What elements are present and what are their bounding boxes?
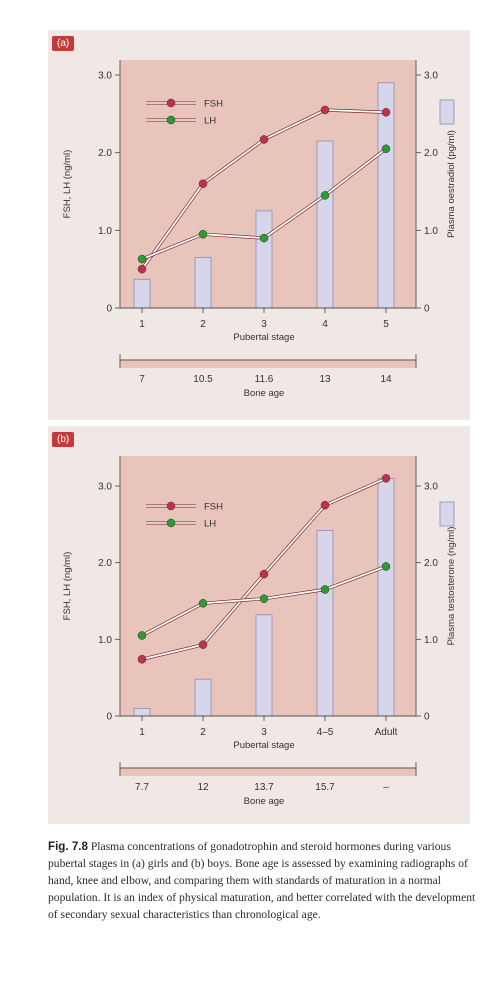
x-tick-label: 2	[200, 727, 206, 738]
point-fsh-1	[137, 264, 147, 274]
point-fsh-5	[381, 474, 391, 483]
legend-label-fsh: FSH	[204, 99, 223, 110]
x-tick-label: 4–5	[317, 727, 334, 738]
point-lh-3	[259, 233, 269, 243]
bone-age-bar	[120, 768, 416, 776]
y-right-tick-label: 2.0	[424, 148, 438, 159]
legend-marker-fsh	[166, 501, 176, 511]
bone-age-title: Bone age	[244, 796, 285, 807]
chart-a: 0 1.0 2.0 3.0 0 1.0 2.0 3.0 1 2 3 4 5 Pubertal stage F…	[62, 60, 457, 399]
y-left-tick-label: 0	[106, 304, 112, 315]
x-tick-label: 3	[261, 727, 267, 738]
x-axis-label: Pubertal stage	[233, 332, 294, 343]
x-tick-label: 1	[139, 727, 145, 738]
point-fsh-4	[320, 500, 330, 510]
y-left-tick-label: 2.0	[98, 558, 112, 569]
x-axis-label: Pubertal stage	[233, 740, 294, 751]
x-tick-label: Adult	[375, 727, 398, 738]
point-fsh-5	[381, 108, 391, 117]
point-lh-5	[381, 562, 391, 571]
caption-text: Plasma concentrations of gonadotrophin a…	[48, 840, 476, 921]
x-tick-label: 4	[322, 319, 328, 330]
y-right-tick-label: 0	[424, 304, 430, 315]
legend-marker-fsh	[166, 98, 176, 108]
point-lh-4	[320, 191, 330, 200]
y-left-axis-label: FSH, LH (ng/ml)	[62, 150, 73, 219]
legend-marker-lh	[166, 518, 176, 528]
y-left-tick-label: 3.0	[98, 71, 112, 82]
y-right-tick-label: 3.0	[424, 71, 438, 82]
chart-b: 01.02.03.001.02.03.01 2 3 4–5 AdultPubertal …	[62, 456, 457, 807]
y-left-tick-label: 2.0	[98, 148, 112, 159]
y-left-tick-label: 3.0	[98, 482, 112, 493]
bone-age-label: 13	[319, 374, 331, 385]
y-right-tick-label: 0	[424, 712, 430, 723]
point-fsh-3	[259, 569, 269, 579]
bar-a-4	[316, 140, 334, 309]
bar-b-3	[255, 614, 273, 717]
bar-a-1	[133, 278, 151, 309]
y-left-tick-label: 1.0	[98, 635, 112, 646]
x-tick-label: 2	[200, 319, 206, 330]
point-lh-2	[198, 599, 208, 608]
caption-label: Fig. 7.8	[48, 840, 88, 853]
point-lh-4	[320, 585, 330, 594]
bar-b-4	[316, 530, 334, 717]
bone-age-label: 12	[197, 782, 209, 793]
legend-bar-icon	[439, 501, 455, 527]
legend-label-lh: LH	[204, 519, 216, 530]
y-left-tick-label: 1.0	[98, 226, 112, 237]
y-right-tick-label: 1.0	[424, 635, 438, 646]
point-lh-2	[198, 229, 208, 239]
point-lh-3	[259, 594, 269, 603]
y-right-tick-label: 1.0	[424, 226, 438, 237]
y-right-tick-label: 3.0	[424, 482, 438, 493]
point-lh-1	[137, 254, 147, 264]
point-fsh-1	[137, 655, 147, 664]
bar-b-5	[377, 477, 395, 717]
figure-caption: Fig. 7.8 Plasma concentrations of gonado…	[48, 838, 478, 923]
bone-age-label: 15.7	[315, 782, 335, 793]
bone-age-label: –	[383, 782, 389, 793]
y-right-axis-label: Plasma oestradiol (pg/ml)	[446, 130, 457, 238]
chart-panel-b: (b) 0 1.0 2.0 3.0 0 1.0 2.0 3.0 1 2 3 4–5 Adult Puber…	[48, 426, 470, 824]
legend-bar-icon	[439, 99, 455, 125]
point-fsh-2	[198, 640, 208, 649]
point-lh-1	[137, 631, 147, 640]
panel-label-b: (b)	[52, 432, 75, 447]
x-tick-label: 5	[383, 319, 389, 330]
point-fsh-3	[259, 135, 269, 144]
y-right-axis-label: Plasma testosterone (ng/ml)	[446, 527, 457, 646]
bar-b-2	[194, 678, 212, 717]
bone-age-label: 13.7	[254, 782, 274, 793]
bar-a-2	[194, 257, 212, 309]
x-tick-label: 3	[261, 319, 267, 330]
bone-age-label: 10.5	[193, 374, 213, 385]
bone-age-label: 7.7	[135, 782, 149, 793]
bar-b-1	[133, 707, 151, 717]
panel-label-a: (a)	[52, 36, 75, 51]
y-left-axis-label: FSH, LH (ng/ml)	[62, 552, 73, 621]
bar-a-3	[255, 210, 273, 309]
x-tick-label: 1	[139, 319, 145, 330]
bone-age-title: Bone age	[244, 388, 285, 399]
y-right-tick-label: 2.0	[424, 558, 438, 569]
bone-age-label: 11.6	[255, 374, 274, 385]
chart-panel-a: (a) 0 1.0 2.0 3.0 0 1.0 2.0 3.0 1 2 3 4 5 Pubertal st…	[48, 30, 470, 420]
bone-age-label: 14	[380, 374, 392, 385]
bar-a-5	[377, 82, 395, 309]
legend-label-fsh: FSH	[204, 502, 223, 513]
point-fsh-2	[198, 179, 208, 188]
bone-age-bar	[120, 360, 416, 368]
legend-marker-lh	[166, 115, 176, 125]
point-lh-5	[381, 144, 391, 154]
bone-age-label: 7	[139, 374, 145, 385]
y-left-tick-label: 0	[106, 712, 112, 723]
legend-label-lh: LH	[204, 116, 216, 127]
point-fsh-4	[320, 105, 330, 115]
